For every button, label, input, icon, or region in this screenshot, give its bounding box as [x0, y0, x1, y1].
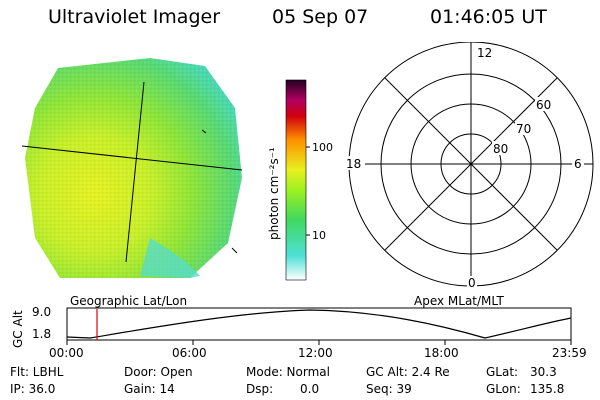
glat-label: GLat: [486, 365, 519, 379]
instrument-title: Ultraviolet Imager [48, 6, 221, 28]
altitude-xtick-1200: 12:00 [298, 346, 333, 360]
date-label: 05 Sep 07 [272, 6, 369, 28]
latitude-line [21, 145, 243, 171]
gain-info: Gain: 14 [124, 382, 175, 396]
mlt-label-0: 0 [468, 276, 476, 290]
longitude-line [125, 81, 145, 263]
glon-value: 135.8 [530, 382, 565, 396]
altitude-ylabel: GC Alt [11, 310, 25, 348]
mlt-label-6: 6 [574, 157, 582, 171]
geographic-image [21, 58, 243, 278]
door-info: Door: Open [124, 365, 193, 379]
ip-info: IP: 36.0 [10, 382, 56, 396]
altitude-xtick-0600: 06:00 [172, 346, 207, 360]
altitude-ytick-9: 9.0 [32, 305, 51, 319]
altitude-xtick-1800: 18:00 [424, 346, 459, 360]
glon-label: GLon: [486, 382, 521, 396]
mlat-label-70: 70 [516, 122, 531, 136]
mode-info: Mode: Normal [246, 365, 330, 379]
seq-info: Seq: 39 [366, 382, 412, 396]
dsp-label: Dsp: [246, 382, 274, 396]
mlt-label-18: 18 [346, 157, 361, 171]
colorbar: 100 10 photon cm⁻²s⁻¹ [267, 79, 333, 281]
polar-plot-label: Apex MLat/MLT [414, 294, 504, 308]
altitude-curve [66, 309, 572, 339]
geographic-label: Geographic Lat/Lon [70, 294, 188, 308]
dsp-value: 0.0 [300, 382, 320, 396]
colorbar-tick-10: 10 [312, 229, 326, 242]
gc-alt-info: GC Alt: 2.4 Re [366, 365, 450, 379]
polar-plot: 12 18 6 0 60 70 80 [345, 42, 594, 290]
mlat-label-80: 80 [493, 142, 508, 156]
colorbar-gradient [285, 79, 307, 281]
altitude-ytick-1.8: 1.8 [32, 327, 51, 341]
time-label: 01:46:05 UT [430, 6, 547, 28]
glat-value: 30.3 [530, 365, 557, 379]
colorbar-unit-label: photon cm⁻²s⁻¹ [267, 147, 281, 240]
flt-info: Flt: LBHL [10, 365, 64, 379]
altitude-xtick-0000: 00:00 [49, 346, 84, 360]
colorbar-tick-100: 100 [312, 141, 333, 154]
altitude-xtick-2359: 23:59 [552, 346, 587, 360]
mlt-label-12: 12 [477, 46, 492, 60]
altitude-plot: GC Alt 9.0 1.8 [11, 305, 572, 348]
mlat-label-60: 60 [536, 98, 551, 112]
